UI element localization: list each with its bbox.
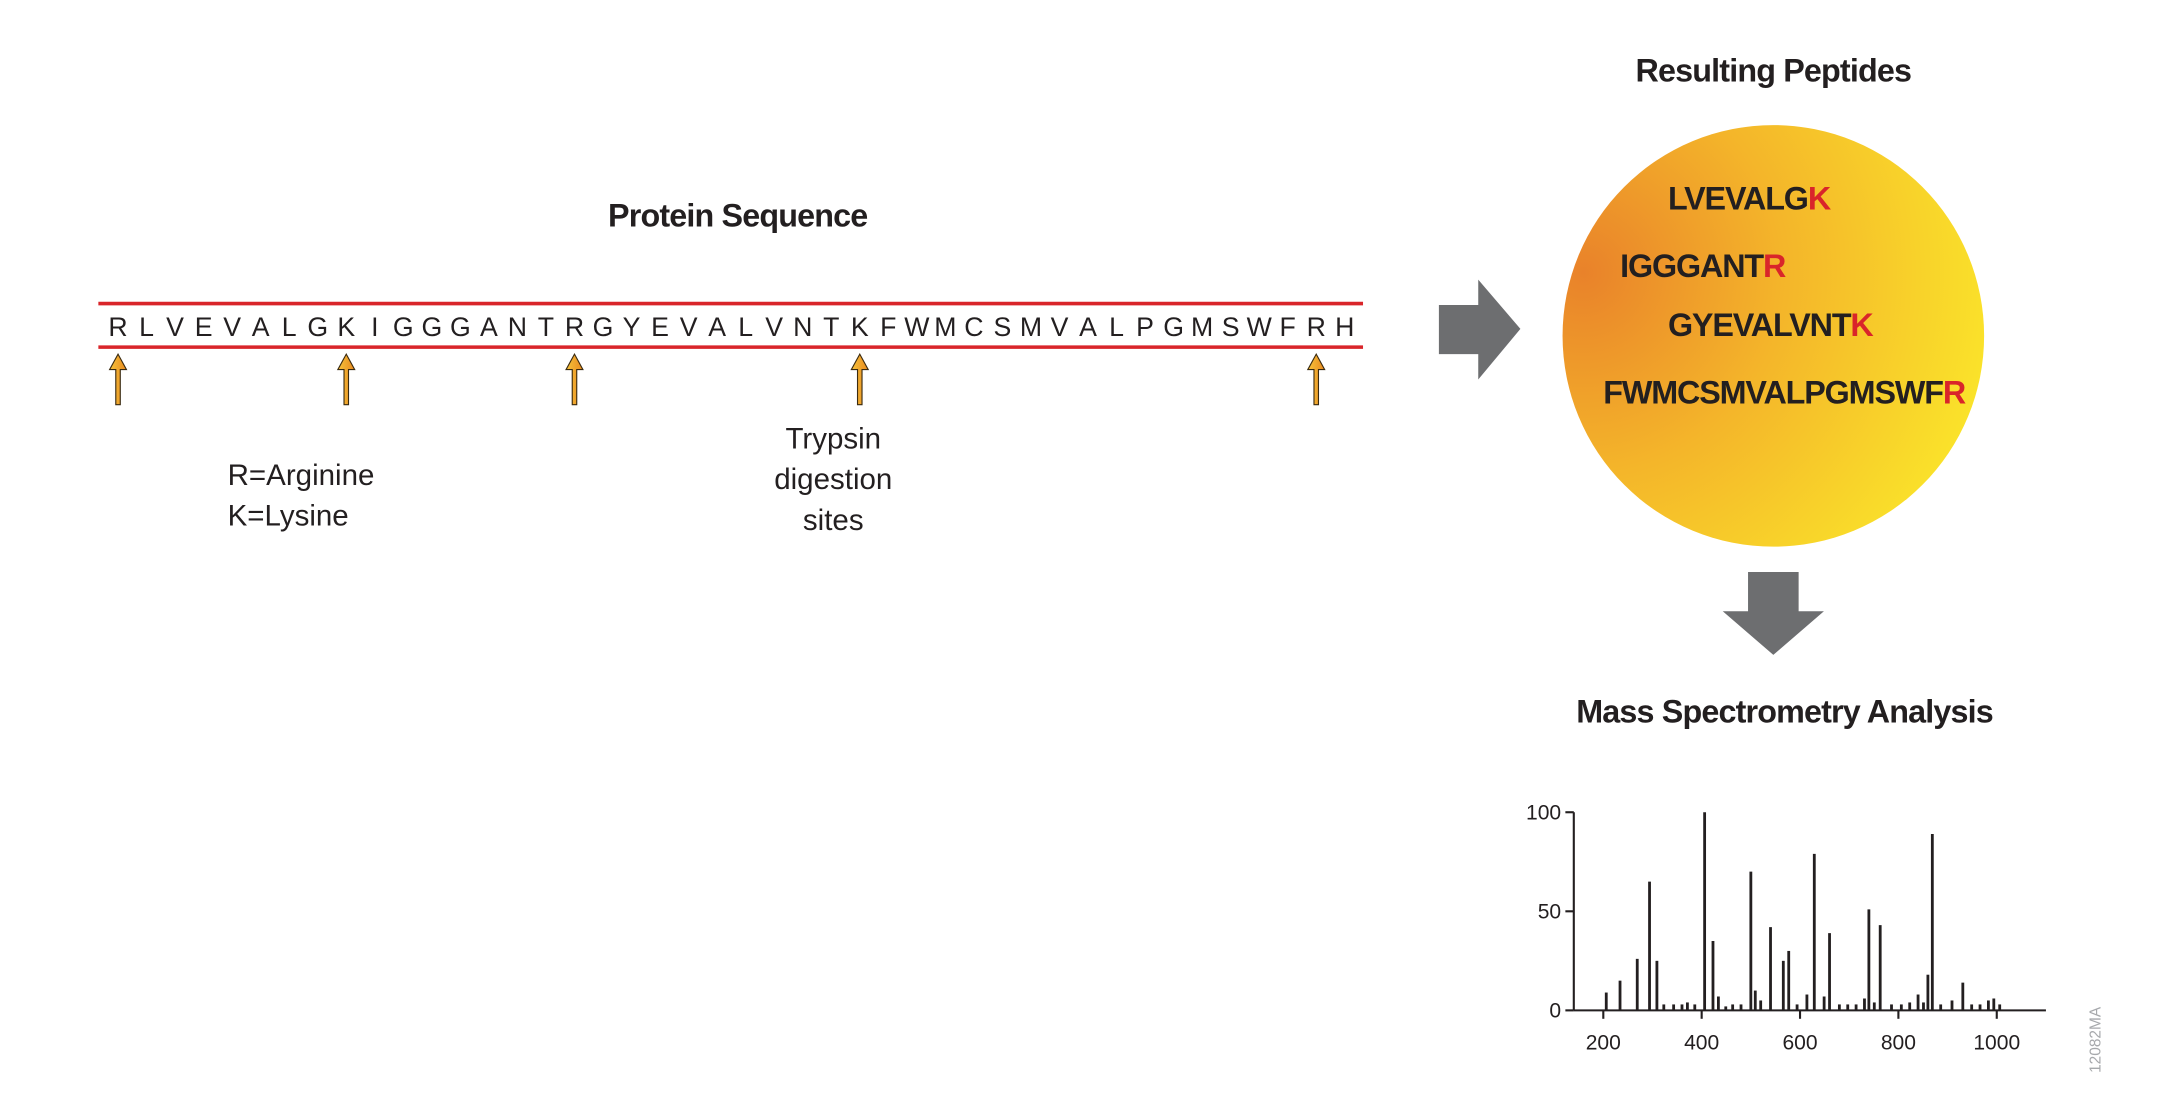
- residue: E: [195, 312, 213, 342]
- site-arrows: [108, 352, 1326, 406]
- residue: Y: [623, 312, 641, 342]
- residue: G: [1163, 312, 1184, 342]
- peptide-body: GYEVALVNT: [1668, 307, 1852, 343]
- residue: W: [1247, 312, 1273, 342]
- site-arrow: [565, 352, 584, 406]
- protein-title: Protein Sequence: [608, 197, 867, 233]
- residue: A: [1079, 312, 1097, 342]
- residue: S: [994, 312, 1012, 342]
- residue: G: [421, 312, 442, 342]
- residue: G: [307, 312, 328, 342]
- residue: A: [252, 312, 270, 342]
- residue: K: [337, 312, 355, 342]
- residue: A: [480, 312, 498, 342]
- flow-arrow: [1438, 279, 1521, 380]
- flow-arrow: [1722, 571, 1824, 655]
- residue: G: [450, 312, 471, 342]
- peptide-site: R: [1943, 374, 1966, 410]
- residue: R: [1307, 312, 1326, 342]
- residue: F: [880, 312, 896, 342]
- peptide-site: K: [1808, 180, 1832, 216]
- residue: W: [904, 312, 930, 342]
- y-tick-label: 50: [1538, 900, 1561, 923]
- peptide: FWMCSMVALPGMSWFR: [1603, 374, 1966, 410]
- site-arrow: [850, 352, 870, 406]
- residue: E: [651, 312, 669, 342]
- residue: T: [823, 312, 839, 342]
- y-tick-label: 100: [1526, 801, 1561, 824]
- residue: R: [108, 312, 127, 342]
- residue: T: [538, 312, 554, 342]
- x-tick-label: 1000: [1973, 1032, 2020, 1055]
- residue: N: [508, 312, 527, 342]
- site-label: sites: [803, 504, 864, 537]
- residue: P: [1136, 312, 1154, 342]
- residue: L: [139, 312, 154, 342]
- peptides-title: Resulting Peptides: [1636, 53, 1912, 89]
- x-tick-label: 200: [1586, 1032, 1621, 1055]
- peptide-list: LVEVALGKIGGGANTRGYEVALVNTKFWMCSMVALPGMSW…: [1603, 180, 1967, 410]
- residue: A: [708, 312, 726, 342]
- residue: H: [1335, 312, 1354, 342]
- site-arrow: [108, 352, 128, 406]
- site-label: digestion: [774, 463, 892, 496]
- residue: M: [1020, 312, 1042, 342]
- residue: L: [1109, 312, 1124, 342]
- residue: V: [765, 312, 783, 342]
- peptide-ball: [1562, 125, 1985, 547]
- site-arrow: [1306, 352, 1326, 406]
- residue: I: [371, 312, 378, 342]
- residue: C: [964, 312, 983, 342]
- residue: G: [393, 312, 414, 342]
- analysis-title: Mass Spectrometry Analysis: [1576, 693, 1993, 729]
- residue: G: [593, 312, 614, 342]
- x-tick-label: 600: [1782, 1032, 1817, 1055]
- residue: S: [1222, 312, 1240, 342]
- peptide-body: FWMCSMVALPGMSWF: [1603, 374, 1943, 410]
- peptide: IGGGANTR: [1620, 248, 1786, 284]
- peptide-body: LVEVALG: [1668, 180, 1808, 216]
- residue: M: [934, 312, 956, 342]
- residue: V: [166, 312, 184, 342]
- peptide-body: IGGGANT: [1620, 248, 1764, 284]
- spectrum-chart: 0 50 100 200 400 600 800 1000: [1526, 801, 2046, 1055]
- residue: M: [1191, 312, 1213, 342]
- x-tick-label: 400: [1684, 1032, 1719, 1055]
- figure-id: 12082MA: [2088, 1006, 2105, 1073]
- y-tick-label: 0: [1549, 999, 1561, 1022]
- residue: K: [851, 312, 869, 342]
- peptide-site: K: [1850, 307, 1874, 343]
- site-label: Trypsin: [785, 422, 881, 455]
- site-arrow: [336, 352, 356, 406]
- x-tick-label: 800: [1881, 1032, 1916, 1055]
- residue: R: [565, 312, 584, 342]
- residue: V: [680, 312, 698, 342]
- residue: L: [282, 312, 297, 342]
- residue: V: [1051, 312, 1069, 342]
- peptide: GYEVALVNTK: [1668, 307, 1874, 343]
- legend-line: R=Arginine: [228, 459, 375, 492]
- residue: F: [1280, 312, 1296, 342]
- residue: V: [223, 312, 241, 342]
- legend-line: K=Lysine: [228, 500, 349, 533]
- peptide: LVEVALGK: [1668, 180, 1832, 216]
- residue: L: [738, 312, 753, 342]
- residue: N: [793, 312, 812, 342]
- peptide-site: R: [1763, 248, 1786, 284]
